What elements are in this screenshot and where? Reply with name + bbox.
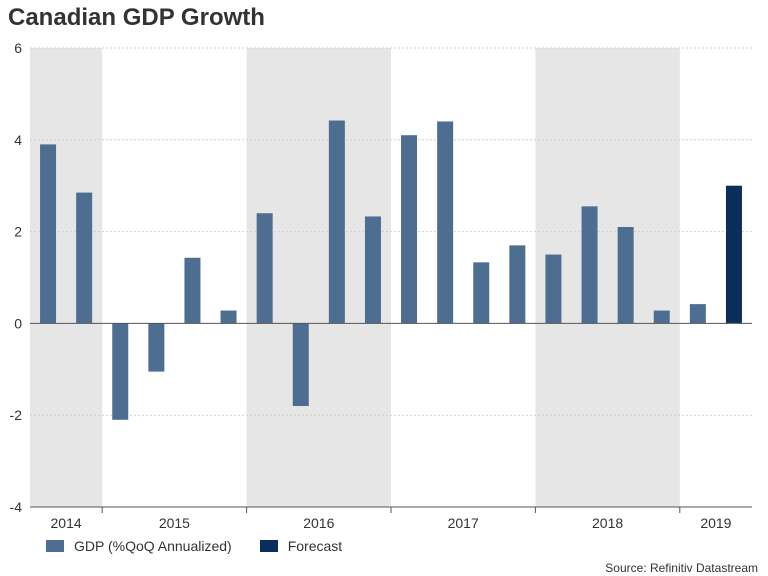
gdp-bar <box>509 245 526 324</box>
y-tick-label: -4 <box>10 499 23 515</box>
legend-swatch-forecast <box>259 540 278 552</box>
gdp-bar <box>184 257 201 324</box>
gdp-bar <box>148 323 165 372</box>
y-tick-label: 2 <box>14 224 22 240</box>
x-year-label: 2019 <box>700 515 731 531</box>
legend-label-gdp: GDP (%QoQ Annualized) <box>74 538 232 554</box>
gdp-bar <box>437 121 454 324</box>
gdp-bar <box>545 254 562 324</box>
x-year-label: 2018 <box>592 515 623 531</box>
legend-swatch-gdp <box>46 540 64 552</box>
y-tick-label: 6 <box>14 40 22 56</box>
legend-label-forecast: Forecast <box>287 538 343 554</box>
legend: GDP (%QoQ Annualized) Forecast <box>46 538 370 554</box>
y-tick-label: 0 <box>14 315 22 331</box>
gdp-bar <box>220 310 237 324</box>
legend-item-forecast: Forecast <box>259 538 343 554</box>
gdp-bar <box>76 192 93 324</box>
y-tick-label: -2 <box>10 407 23 423</box>
gdp-bar <box>689 304 706 324</box>
legend-item-gdp: GDP (%QoQ Annualized) <box>46 538 232 554</box>
gdp-bar <box>328 120 345 324</box>
x-year-label: 2017 <box>448 515 479 531</box>
gdp-bar <box>653 310 670 324</box>
forecast-bar <box>725 185 742 324</box>
gdp-bar <box>292 323 309 407</box>
x-year-label: 2015 <box>159 515 190 531</box>
gdp-bar <box>473 262 490 324</box>
chart-title: Canadian GDP Growth <box>8 4 265 31</box>
gdp-bar <box>364 216 381 324</box>
gdp-bar <box>617 227 634 324</box>
gdp-bar <box>401 135 418 324</box>
source-note: Source: Refinitiv Datastream <box>605 561 758 575</box>
x-year-label: 2016 <box>303 515 334 531</box>
gdp-bar <box>581 206 598 324</box>
y-tick-label: 4 <box>14 132 22 148</box>
x-year-label: 2014 <box>51 515 82 531</box>
gdp-bar <box>112 323 129 420</box>
gdp-bar <box>256 213 273 324</box>
gdp-bar <box>40 144 57 324</box>
